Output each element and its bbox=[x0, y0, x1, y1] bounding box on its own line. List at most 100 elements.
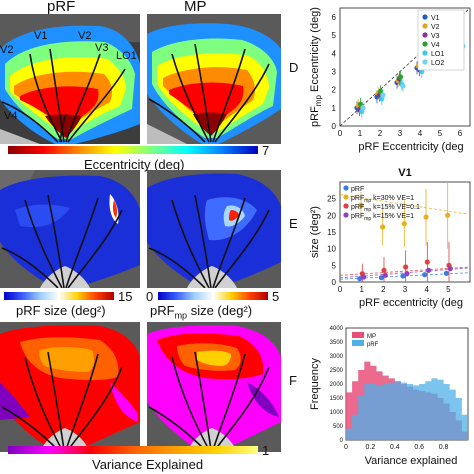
x-tick-label: 0.8 bbox=[439, 444, 449, 451]
y-tick-label: 0 bbox=[332, 122, 337, 131]
col-title-mp: MP bbox=[184, 0, 207, 15]
legend-label: pRF bbox=[351, 186, 364, 193]
y-tick-label: 0 bbox=[340, 438, 344, 444]
data-point bbox=[400, 83, 406, 89]
y-tick-label: 500 bbox=[333, 424, 344, 430]
legend-label: V2 bbox=[431, 24, 440, 31]
legend-marker bbox=[422, 59, 428, 65]
map-ecc-prf bbox=[0, 14, 140, 144]
colorbar-variance-max: 1 bbox=[262, 443, 270, 458]
x-tick-label: 1 bbox=[359, 285, 364, 294]
x-tick-label: 0.6 bbox=[414, 444, 424, 451]
x-axis-label: pRF Eccentricity (deg bbox=[358, 141, 463, 153]
x-tick-label: 0.4 bbox=[390, 444, 400, 451]
colorbar-prf-size-max: 15 bbox=[118, 289, 133, 304]
data-point bbox=[423, 214, 429, 220]
y-tick-label: 15 bbox=[327, 228, 336, 237]
colorbar-prfmp-size-min: 0 bbox=[146, 289, 154, 304]
y-tick-label: 5 bbox=[332, 31, 337, 40]
x-tick-label: 3 bbox=[398, 129, 403, 138]
legend-marker bbox=[343, 194, 349, 200]
colorbar-eccentricity-max: 7 bbox=[262, 143, 270, 158]
panel-letter-e: E bbox=[289, 216, 298, 231]
chart-panel-f: 0 500 1000 1500 2000 2500 3000 3500 4000 0 0.2 0.4 0… bbox=[309, 326, 469, 467]
legend-label: V3 bbox=[431, 33, 440, 40]
y-axis-label: Frequency bbox=[309, 358, 321, 410]
legend-label: pRFmp k=30% VE=1 bbox=[351, 195, 414, 204]
legend-swatch bbox=[352, 340, 364, 346]
x-tick-label: 2 bbox=[381, 285, 386, 294]
data-point bbox=[403, 264, 409, 270]
x-tick-label: 3 bbox=[403, 285, 408, 294]
colorbar-prf-size bbox=[4, 292, 114, 300]
data-point bbox=[380, 92, 386, 98]
data-point bbox=[424, 259, 430, 265]
data-point bbox=[426, 267, 432, 273]
data-point bbox=[422, 272, 428, 278]
x-tick-label: 4 bbox=[418, 129, 423, 138]
y-tick-label: 4 bbox=[332, 49, 337, 58]
data-point bbox=[358, 202, 364, 208]
y-axis-label: pRFmp Eccentricity (deg) bbox=[309, 7, 323, 127]
y-tick-label: 2 bbox=[332, 86, 337, 95]
legend-marker bbox=[422, 50, 428, 56]
y-tick-label: 1500 bbox=[330, 396, 344, 402]
x-tick-label: 0.2 bbox=[366, 444, 376, 451]
x-tick-label: 0 bbox=[344, 444, 348, 451]
legend-label: pRFmp k=15% VE=1 bbox=[351, 213, 414, 222]
colorbar-prfmp-size-max: 5 bbox=[272, 289, 280, 304]
y-tick-label: 4000 bbox=[330, 326, 344, 332]
y-tick-label: 1000 bbox=[330, 410, 344, 416]
panel-letter-f: F bbox=[289, 373, 297, 388]
legend-marker bbox=[343, 203, 349, 209]
colorbar-prfmp-size-label: pRFmp size (deg²) bbox=[150, 303, 253, 321]
data-point bbox=[401, 221, 407, 227]
data-point bbox=[360, 105, 366, 111]
roi-label-v2-right: V2 bbox=[78, 30, 92, 42]
x-axis-label: Variance explained bbox=[365, 455, 458, 467]
panel-letter-d: D bbox=[289, 60, 299, 75]
y-tick-label: 1 bbox=[332, 104, 337, 113]
y-tick-label: 3500 bbox=[330, 340, 344, 346]
x-tick-label: 0 bbox=[338, 129, 343, 138]
map-variance-mp bbox=[147, 322, 281, 452]
legend-label: MP bbox=[367, 334, 376, 340]
x-axis-label: pRF eccentricity (deg bbox=[359, 297, 463, 309]
histogram-prf bbox=[346, 378, 468, 440]
x-tick-label: 1 bbox=[358, 129, 363, 138]
col-title-prf: pRF bbox=[47, 0, 76, 15]
y-tick-label: 10 bbox=[327, 245, 336, 254]
colorbar-prfmp-size bbox=[158, 292, 268, 300]
legend-label: V4 bbox=[431, 42, 440, 49]
y-tick-label: 3000 bbox=[330, 354, 344, 360]
y-tick-label: 2000 bbox=[330, 382, 344, 388]
y-tick-label: 25 bbox=[327, 195, 336, 204]
y-tick-label: 20 bbox=[327, 211, 336, 220]
legend-swatch bbox=[352, 332, 364, 338]
chart-panel-d: 0 1 2 3 4 5 6 0 1 2 3 4 5 6 V1 V2 V3 V4 LO1 LO2 pRFmp Eccent… bbox=[309, 7, 471, 153]
legend-label: LO2 bbox=[431, 60, 444, 67]
x-tick-label: 6 bbox=[458, 129, 463, 138]
roi-label-v4: V4 bbox=[4, 110, 18, 122]
legend: V1 V2 V3 V4 LO1 LO2 bbox=[417, 9, 465, 71]
map-ecc-mp bbox=[147, 14, 281, 144]
data-point bbox=[400, 273, 406, 279]
data-point bbox=[398, 74, 404, 80]
y-tick-label: 2500 bbox=[330, 368, 344, 374]
x-tick-label: 0 bbox=[338, 285, 343, 294]
legend: MP pRF bbox=[352, 332, 379, 348]
x-tick-label: 2 bbox=[378, 129, 383, 138]
colorbar-eccentricity-label: Eccentricity (deg) bbox=[84, 157, 185, 172]
legend-marker bbox=[343, 212, 349, 218]
legend-marker bbox=[422, 41, 428, 47]
roi-label-v3: V3 bbox=[95, 42, 109, 54]
map-variance-prf bbox=[0, 322, 140, 452]
y-tick-label: 0 bbox=[332, 278, 337, 287]
legend-label: V1 bbox=[431, 15, 440, 22]
data-point bbox=[447, 266, 453, 272]
chart-title: V1 bbox=[398, 167, 411, 179]
data-point bbox=[357, 276, 363, 282]
roi-label-lo1: LO1 bbox=[116, 50, 137, 62]
